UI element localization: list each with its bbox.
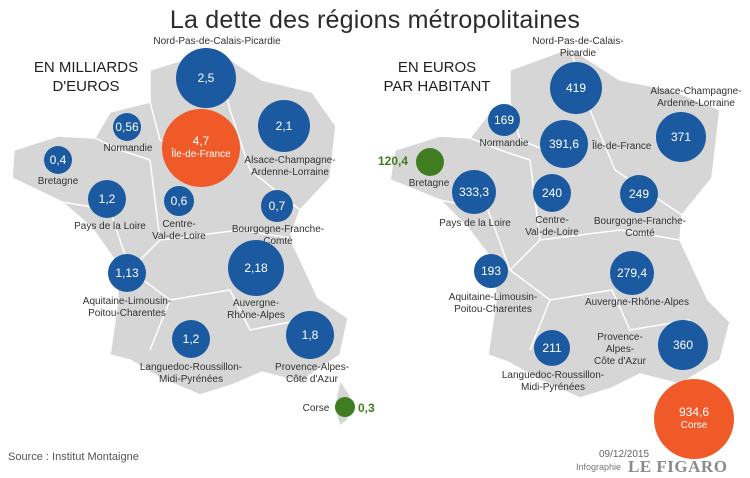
left-bubble-idf: 4,7 Île-de-France (162, 109, 240, 187)
right-cvl-line-2: Val-de-Loire (525, 227, 579, 238)
right-map-heading: EN EUROS PAR HABITANT (378, 58, 496, 96)
right-bubble-acal: 371 (656, 112, 706, 162)
left-cvl-line-2: Val-de-Loire (152, 231, 206, 242)
right-paca-line-2: Côte d'Azur (594, 356, 646, 367)
right-label-npdcp: Nord-Pas-de-Calais- Picardie (520, 36, 636, 60)
right-label-pdl: Pays de la Loire (439, 218, 511, 229)
right-bubble-bfc: 249 (620, 175, 658, 213)
right-label-lrmp: Languedoc-Roussillon- Midi-Pyrénées (500, 370, 606, 394)
left-label-cvl: Centre- Val-de-Loire (145, 219, 213, 243)
right-heading-line-2: PAR HABITANT (383, 78, 491, 95)
left-label-npdcp: Nord-Pas-de-Calais-Picardie (153, 36, 281, 47)
left-bubble-paca: 1,8 (286, 311, 334, 359)
right-label-bretagne: Bretagne (408, 178, 450, 189)
left-label-acal: Alsace-Champagne- Ardenne-Lorraine (244, 155, 336, 179)
left-bubble-pdl: 1,2 (88, 180, 126, 218)
right-lrmp-line-2: Midi-Pyrénées (521, 382, 585, 393)
right-alpc-line-2: Poitou-Charentes (454, 304, 532, 315)
left-alpc-line-2: Poitou-Charentes (88, 308, 166, 319)
left-alpc-line-1: Aquitaine-Limousin- (82, 296, 172, 307)
right-corse-value: 934,6 (678, 405, 710, 419)
left-label-bretagne: Bretagne (37, 176, 79, 187)
left-idf-value: 4,7 (192, 134, 210, 148)
right-label-idf: Île-de-France (592, 141, 652, 152)
right-label-normandie: Normandie (479, 138, 529, 149)
left-idf-label: Île-de-France (171, 149, 231, 160)
right-bubble-pdl: 333,3 (452, 170, 496, 214)
left-label-lrmp: Languedoc-Roussillon- Midi-Pyrénées (138, 362, 244, 386)
left-label-normandie: Normandie (103, 143, 153, 154)
credit-label: Infographie (576, 462, 622, 472)
left-label-pdl: Pays de la Loire (74, 221, 146, 232)
left-value-corse: 0,3 (358, 401, 375, 415)
publication-date: 09/12/2015 (599, 449, 650, 460)
le-figaro-logo: LE FIGARO (628, 457, 728, 476)
right-bubble-ara: 279,4 (610, 251, 654, 295)
left-label-ara: Auvergne- Rhône-Alpes (220, 298, 292, 322)
right-cvl-line-1: Centre- (535, 215, 569, 226)
right-npdcp-line-2: Picardie (559, 48, 597, 59)
left-bubble-corse (335, 397, 355, 417)
right-label-bfc: Bourgogne-Franche-Comté (593, 216, 687, 239)
right-bubble-idf: 391,6 (540, 120, 588, 168)
right-bubble-alpc: 193 (474, 254, 508, 288)
right-lrmp-line-1: Languedoc-Roussillon- (501, 370, 605, 381)
right-bubble-paca: 360 (658, 320, 708, 370)
left-label-corse: Corse (302, 403, 330, 414)
right-paca-line-1: Provence-Alpes- (597, 332, 643, 355)
right-label-ara: Auvergne-Rhône-Alpes (585, 297, 689, 308)
right-heading-line-1: EN EUROS (397, 59, 477, 76)
right-bubble-corse: 934,6 Corse (654, 379, 734, 459)
left-bubble-cvl: 0,6 (164, 186, 194, 216)
right-alpc-line-1: Aquitaine-Limousin- (448, 292, 538, 303)
right-france-map (389, 47, 731, 399)
left-ara-line-2: Rhône-Alpes (227, 310, 285, 321)
left-bubble-bretagne: 0,4 (44, 146, 72, 174)
left-bubble-alpc: 1,13 (108, 254, 146, 292)
right-label-acal: Alsace-Champagne- Ardenne-Lorraine (648, 86, 744, 110)
page-title: La dette des régions métropolitaines (169, 6, 581, 34)
left-bubble-npdcp: 2,5 (176, 48, 236, 108)
left-bubble-bfc: 0,7 (261, 190, 293, 222)
left-bubble-acal: 2,1 (258, 100, 310, 152)
left-label-bfc: Bourgogne-Franche-Comté (231, 224, 325, 247)
right-label-cvl: Centre- Val-de-Loire (518, 215, 586, 239)
left-heading-line-2: D'EUROS (52, 78, 120, 95)
left-acal-line-1: Alsace-Champagne- (244, 155, 336, 166)
left-bubble-normandie: 0,56 (113, 113, 141, 141)
right-value-bretagne: 120,4 (378, 154, 409, 168)
left-map-heading: EN MILLIARDS D'EUROS (22, 58, 150, 96)
right-acal-line-2: Ardenne-Lorraine (657, 98, 735, 109)
left-cvl-line-1: Centre- (162, 219, 196, 230)
right-label-alpc: Aquitaine-Limousin- Poitou-Charentes (446, 292, 540, 316)
right-bubble-npdcp: 419 (550, 62, 602, 114)
left-lrmp-line-2: Midi-Pyrénées (159, 374, 223, 385)
left-paca-line-1: Provence-Alpes- (275, 362, 349, 373)
left-ara-line-1: Auvergne- (232, 298, 280, 309)
right-bubble-normandie: 169 (488, 104, 520, 136)
left-bubble-ara: 2,18 (228, 240, 284, 296)
right-corse-label: Corse (680, 420, 708, 431)
left-label-paca: Provence-Alpes- Côte d'Azur (274, 362, 350, 386)
left-paca-line-2: Côte d'Azur (286, 374, 338, 385)
left-heading-line-1: EN MILLIARDS (33, 59, 139, 76)
left-lrmp-line-1: Languedoc-Roussillon- (139, 362, 243, 373)
left-bubble-lrmp: 1,2 (172, 320, 210, 358)
left-label-alpc: Aquitaine-Limousin- Poitou-Charentes (80, 296, 174, 320)
right-bubble-cvl: 240 (533, 174, 571, 212)
right-bubble-bretagne (416, 148, 444, 176)
right-npdcp-line-1: Nord-Pas-de-Calais- (532, 36, 624, 47)
source-note: Source : Institut Montaigne (8, 451, 139, 463)
left-acal-line-2: Ardenne-Lorraine (251, 167, 329, 178)
right-bubble-lrmp: 211 (534, 330, 570, 366)
right-acal-line-1: Alsace-Champagne- (650, 86, 742, 97)
right-label-paca: Provence-Alpes- Côte d'Azur (584, 332, 656, 368)
